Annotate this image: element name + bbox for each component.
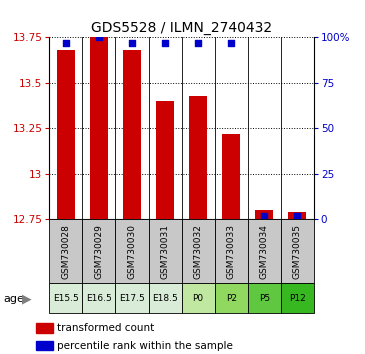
Bar: [288, 212, 307, 219]
Point: [295, 213, 300, 219]
Bar: [215, 283, 248, 313]
Point: [162, 40, 168, 45]
Text: E17.5: E17.5: [119, 294, 145, 303]
Point: [129, 40, 135, 45]
Text: GSM730030: GSM730030: [127, 224, 137, 279]
Text: GSM730029: GSM730029: [95, 224, 103, 279]
Bar: [248, 219, 281, 283]
Text: E15.5: E15.5: [53, 294, 79, 303]
Text: E16.5: E16.5: [86, 294, 112, 303]
Bar: [156, 101, 174, 219]
Text: GSM730032: GSM730032: [193, 224, 203, 279]
Bar: [90, 37, 108, 219]
Point: [96, 34, 102, 40]
Bar: [82, 219, 115, 283]
Bar: [123, 50, 141, 219]
Bar: [248, 283, 281, 313]
Text: GSM730031: GSM730031: [161, 224, 170, 279]
Text: GSM730035: GSM730035: [293, 224, 302, 279]
Bar: [115, 219, 149, 283]
Text: ▶: ▶: [22, 293, 31, 306]
Bar: [222, 134, 240, 219]
Text: P12: P12: [289, 294, 306, 303]
Point: [261, 213, 267, 219]
Bar: [49, 219, 82, 283]
Text: P2: P2: [226, 294, 237, 303]
Bar: [149, 283, 182, 313]
Bar: [36, 341, 53, 350]
Text: age: age: [4, 294, 24, 304]
Bar: [57, 50, 75, 219]
Text: GSM730034: GSM730034: [260, 224, 269, 279]
Point: [228, 40, 234, 45]
Text: P0: P0: [193, 294, 204, 303]
Bar: [115, 283, 149, 313]
Bar: [189, 96, 207, 219]
Bar: [281, 283, 314, 313]
Title: GDS5528 / ILMN_2740432: GDS5528 / ILMN_2740432: [91, 21, 272, 35]
Point: [195, 40, 201, 45]
Text: E18.5: E18.5: [152, 294, 178, 303]
Bar: [49, 283, 82, 313]
Bar: [82, 283, 115, 313]
Bar: [281, 219, 314, 283]
Bar: [149, 219, 182, 283]
Text: percentile rank within the sample: percentile rank within the sample: [57, 341, 233, 350]
Text: transformed count: transformed count: [57, 323, 154, 333]
Point: [63, 40, 69, 45]
Text: GSM730033: GSM730033: [227, 224, 236, 279]
Bar: [255, 210, 273, 219]
Bar: [215, 219, 248, 283]
Bar: [182, 283, 215, 313]
Text: P5: P5: [259, 294, 270, 303]
Bar: [36, 323, 53, 333]
Bar: [182, 219, 215, 283]
Text: GSM730028: GSM730028: [61, 224, 70, 279]
